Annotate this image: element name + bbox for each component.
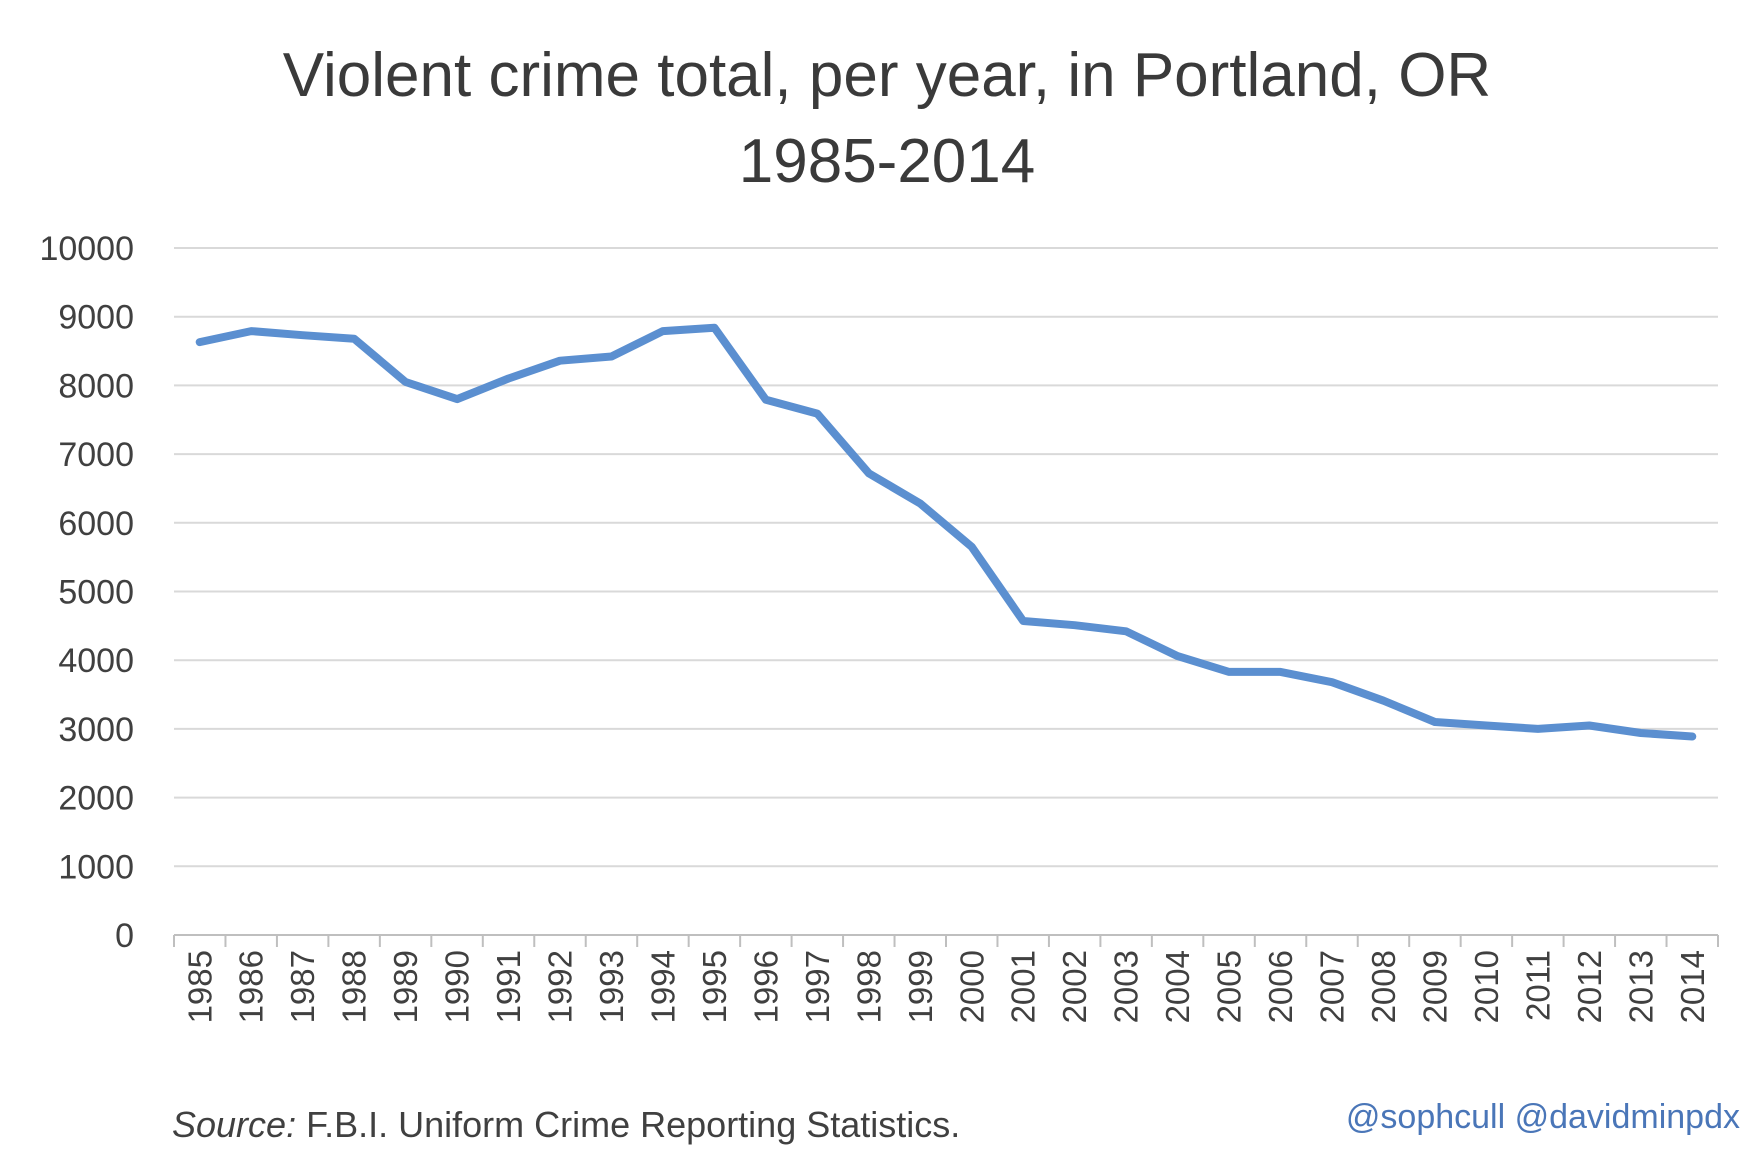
y-tick-label: 2000 bbox=[58, 780, 134, 818]
x-tick-label: 2014 bbox=[1674, 950, 1711, 1023]
y-tick-label: 10000 bbox=[39, 230, 134, 268]
x-tick-label: 2009 bbox=[1416, 950, 1453, 1023]
data-point bbox=[968, 543, 975, 550]
x-tick-label: 2007 bbox=[1314, 950, 1351, 1023]
x-tick-label: 1996 bbox=[747, 950, 784, 1023]
x-tick-label: 1993 bbox=[593, 950, 630, 1023]
data-point bbox=[1534, 725, 1541, 732]
data-point bbox=[917, 500, 924, 507]
data-point bbox=[711, 324, 718, 331]
x-tick-label: 1987 bbox=[284, 950, 321, 1023]
series-line bbox=[195, 323, 1697, 741]
x-tick-label: 1991 bbox=[490, 950, 527, 1023]
data-point bbox=[865, 470, 872, 477]
chart-subtitle: 1985-2014 bbox=[739, 127, 1036, 196]
x-tick-label: 1985 bbox=[181, 950, 218, 1023]
x-tick-label: 2011 bbox=[1519, 950, 1556, 1021]
data-point bbox=[1174, 653, 1181, 660]
data-point bbox=[1329, 679, 1335, 686]
data-point bbox=[1637, 730, 1644, 737]
credit-handles: @sophcull @davidminpdx bbox=[1345, 1098, 1740, 1136]
data-point bbox=[351, 335, 358, 342]
source-text: F.B.I. Uniform Crime Reporting Statistic… bbox=[306, 1104, 961, 1145]
y-tick-label: 4000 bbox=[58, 642, 134, 680]
x-tick-label: 2010 bbox=[1468, 950, 1505, 1023]
x-tick-label: 1994 bbox=[644, 950, 681, 1023]
data-point bbox=[1483, 722, 1490, 729]
data-point bbox=[557, 357, 563, 364]
x-tick-label: 1986 bbox=[233, 950, 270, 1023]
x-tick-label: 2005 bbox=[1211, 950, 1248, 1023]
chart-title: Violent crime total, per year, in Portla… bbox=[283, 41, 1491, 110]
data-point bbox=[1123, 628, 1130, 635]
series-layer bbox=[195, 323, 1697, 741]
source-label: Source: bbox=[172, 1104, 297, 1145]
data-point bbox=[762, 396, 769, 403]
gridlines bbox=[174, 247, 1718, 868]
data-point bbox=[248, 328, 255, 335]
data-point bbox=[402, 378, 409, 385]
data-point bbox=[659, 328, 666, 335]
x-tick-label: 2008 bbox=[1365, 950, 1402, 1023]
x-tick-label: 1989 bbox=[387, 950, 424, 1023]
y-tick-label: 7000 bbox=[58, 436, 134, 474]
y-tick-label: 6000 bbox=[58, 505, 134, 543]
data-point bbox=[1226, 668, 1233, 675]
x-tick-label: 2013 bbox=[1622, 950, 1659, 1023]
x-tick-label: 2012 bbox=[1571, 950, 1608, 1023]
data-point bbox=[1277, 668, 1284, 675]
y-tick-label: 5000 bbox=[58, 574, 134, 612]
data-point bbox=[1380, 697, 1387, 704]
x-tick-label: 2006 bbox=[1262, 950, 1299, 1023]
x-tick-label: 1995 bbox=[696, 950, 733, 1023]
x-tick-label: 2002 bbox=[1056, 950, 1093, 1023]
source-note: Source: F.B.I. Uniform Crime Reporting S… bbox=[172, 1104, 960, 1146]
x-tick-label: 2004 bbox=[1159, 950, 1196, 1023]
data-point bbox=[1586, 722, 1593, 729]
x-tick-label: 1999 bbox=[902, 950, 939, 1023]
data-point bbox=[1071, 622, 1078, 629]
data-point bbox=[454, 396, 461, 403]
y-axis-ticks: 0 1000 2000 3000 4000 5000 6000 7000 8000 9000 100… bbox=[39, 230, 134, 955]
x-axis-ticks: 1985 1986 1987 1988 1989 1990 1991 1992 1993 1994… bbox=[181, 950, 1711, 1023]
data-point bbox=[196, 339, 203, 346]
y-tick-label: 1000 bbox=[58, 848, 134, 886]
x-tick-label: 2001 bbox=[1005, 950, 1042, 1023]
data-point bbox=[608, 353, 615, 360]
y-tick-label: 3000 bbox=[58, 711, 134, 749]
data-point bbox=[299, 332, 306, 339]
y-tick-label: 8000 bbox=[58, 367, 134, 405]
x-tick-label: 2000 bbox=[953, 950, 990, 1023]
y-tick-label: 0 bbox=[115, 917, 134, 955]
y-tick-label: 9000 bbox=[58, 299, 134, 337]
x-tick-label: 1988 bbox=[336, 950, 373, 1023]
x-tick-label: 1990 bbox=[439, 950, 476, 1023]
x-tick-label: 1998 bbox=[850, 950, 887, 1023]
x-tick-label: 2003 bbox=[1108, 950, 1145, 1023]
data-point bbox=[814, 410, 821, 417]
x-tick-label: 1997 bbox=[799, 950, 836, 1023]
data-point bbox=[1431, 719, 1438, 726]
data-point bbox=[1020, 618, 1027, 625]
data-point bbox=[505, 375, 512, 382]
x-tick-label: 1992 bbox=[542, 950, 579, 1023]
x-axis bbox=[173, 934, 1719, 947]
data-point bbox=[1689, 733, 1696, 740]
